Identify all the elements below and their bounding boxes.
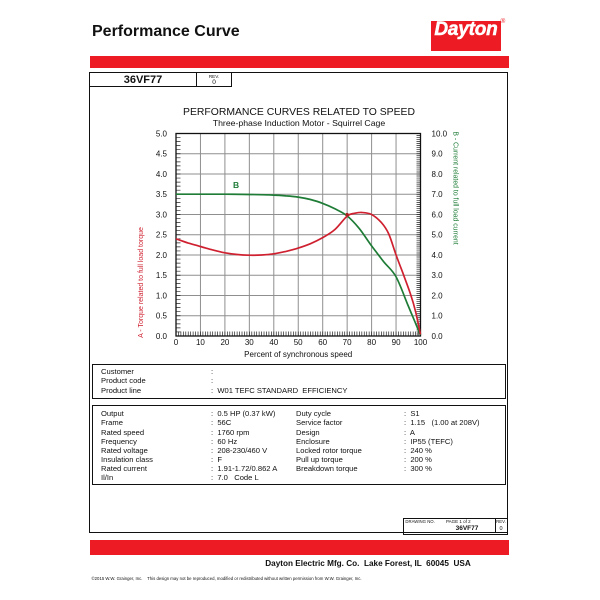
svg-text:70: 70 (343, 338, 352, 347)
svg-text:5.0: 5.0 (432, 231, 444, 240)
svg-text:100: 100 (414, 338, 428, 347)
svg-text:2.5: 2.5 (156, 231, 168, 240)
svg-text:2.0: 2.0 (432, 291, 444, 300)
svg-text:50: 50 (294, 338, 303, 347)
svg-text:80: 80 (367, 338, 376, 347)
svg-text:20: 20 (220, 338, 229, 347)
svg-text:10.0: 10.0 (432, 129, 448, 138)
svg-text:4.5: 4.5 (156, 150, 168, 159)
svg-text:7.0: 7.0 (432, 190, 444, 199)
svg-text:1.5: 1.5 (156, 271, 168, 280)
svg-text:3.5: 3.5 (156, 190, 168, 199)
svg-text:3.0: 3.0 (156, 210, 168, 219)
svg-text:4.0: 4.0 (156, 170, 168, 179)
svg-text:30: 30 (245, 338, 254, 347)
svg-text:A - Torque related to full loa: A - Torque related to full load torque (138, 227, 145, 338)
svg-text:0.0: 0.0 (432, 332, 444, 341)
svg-text:0: 0 (174, 338, 179, 347)
svg-text:1.0: 1.0 (156, 291, 168, 300)
svg-text:10: 10 (196, 338, 205, 347)
svg-text:0.5: 0.5 (156, 312, 168, 321)
svg-text:5.0: 5.0 (156, 129, 168, 138)
svg-text:B - Current related to full lo: B - Current related to full load current (452, 131, 459, 244)
svg-text:3.0: 3.0 (432, 271, 444, 280)
svg-text:8.0: 8.0 (432, 170, 444, 179)
svg-text:40: 40 (269, 338, 278, 347)
svg-text:1.0: 1.0 (432, 312, 444, 321)
svg-text:4.0: 4.0 (432, 251, 444, 260)
svg-text:0.0: 0.0 (156, 332, 168, 341)
svg-text:6.0: 6.0 (432, 210, 444, 219)
svg-text:2.0: 2.0 (156, 251, 168, 260)
svg-text:9.0: 9.0 (432, 150, 444, 159)
svg-text:B: B (233, 180, 239, 190)
svg-text:90: 90 (392, 338, 401, 347)
svg-text:60: 60 (318, 338, 327, 347)
svg-text:Percent of synchronous speed: Percent of synchronous speed (244, 350, 352, 359)
